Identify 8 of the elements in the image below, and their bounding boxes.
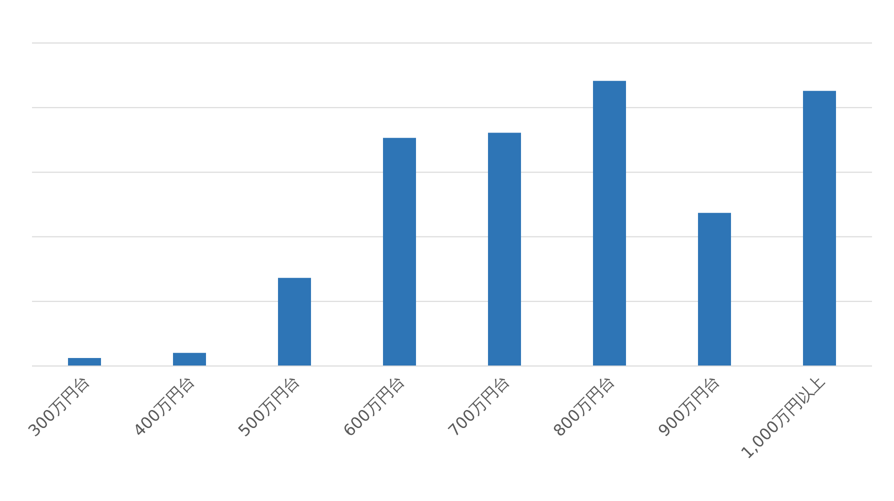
bar — [278, 278, 311, 366]
bar — [593, 80, 626, 366]
bar — [698, 212, 731, 366]
bar — [803, 90, 836, 366]
bar — [68, 358, 101, 366]
bar — [173, 352, 206, 366]
bar — [488, 132, 521, 366]
bar — [383, 138, 416, 366]
